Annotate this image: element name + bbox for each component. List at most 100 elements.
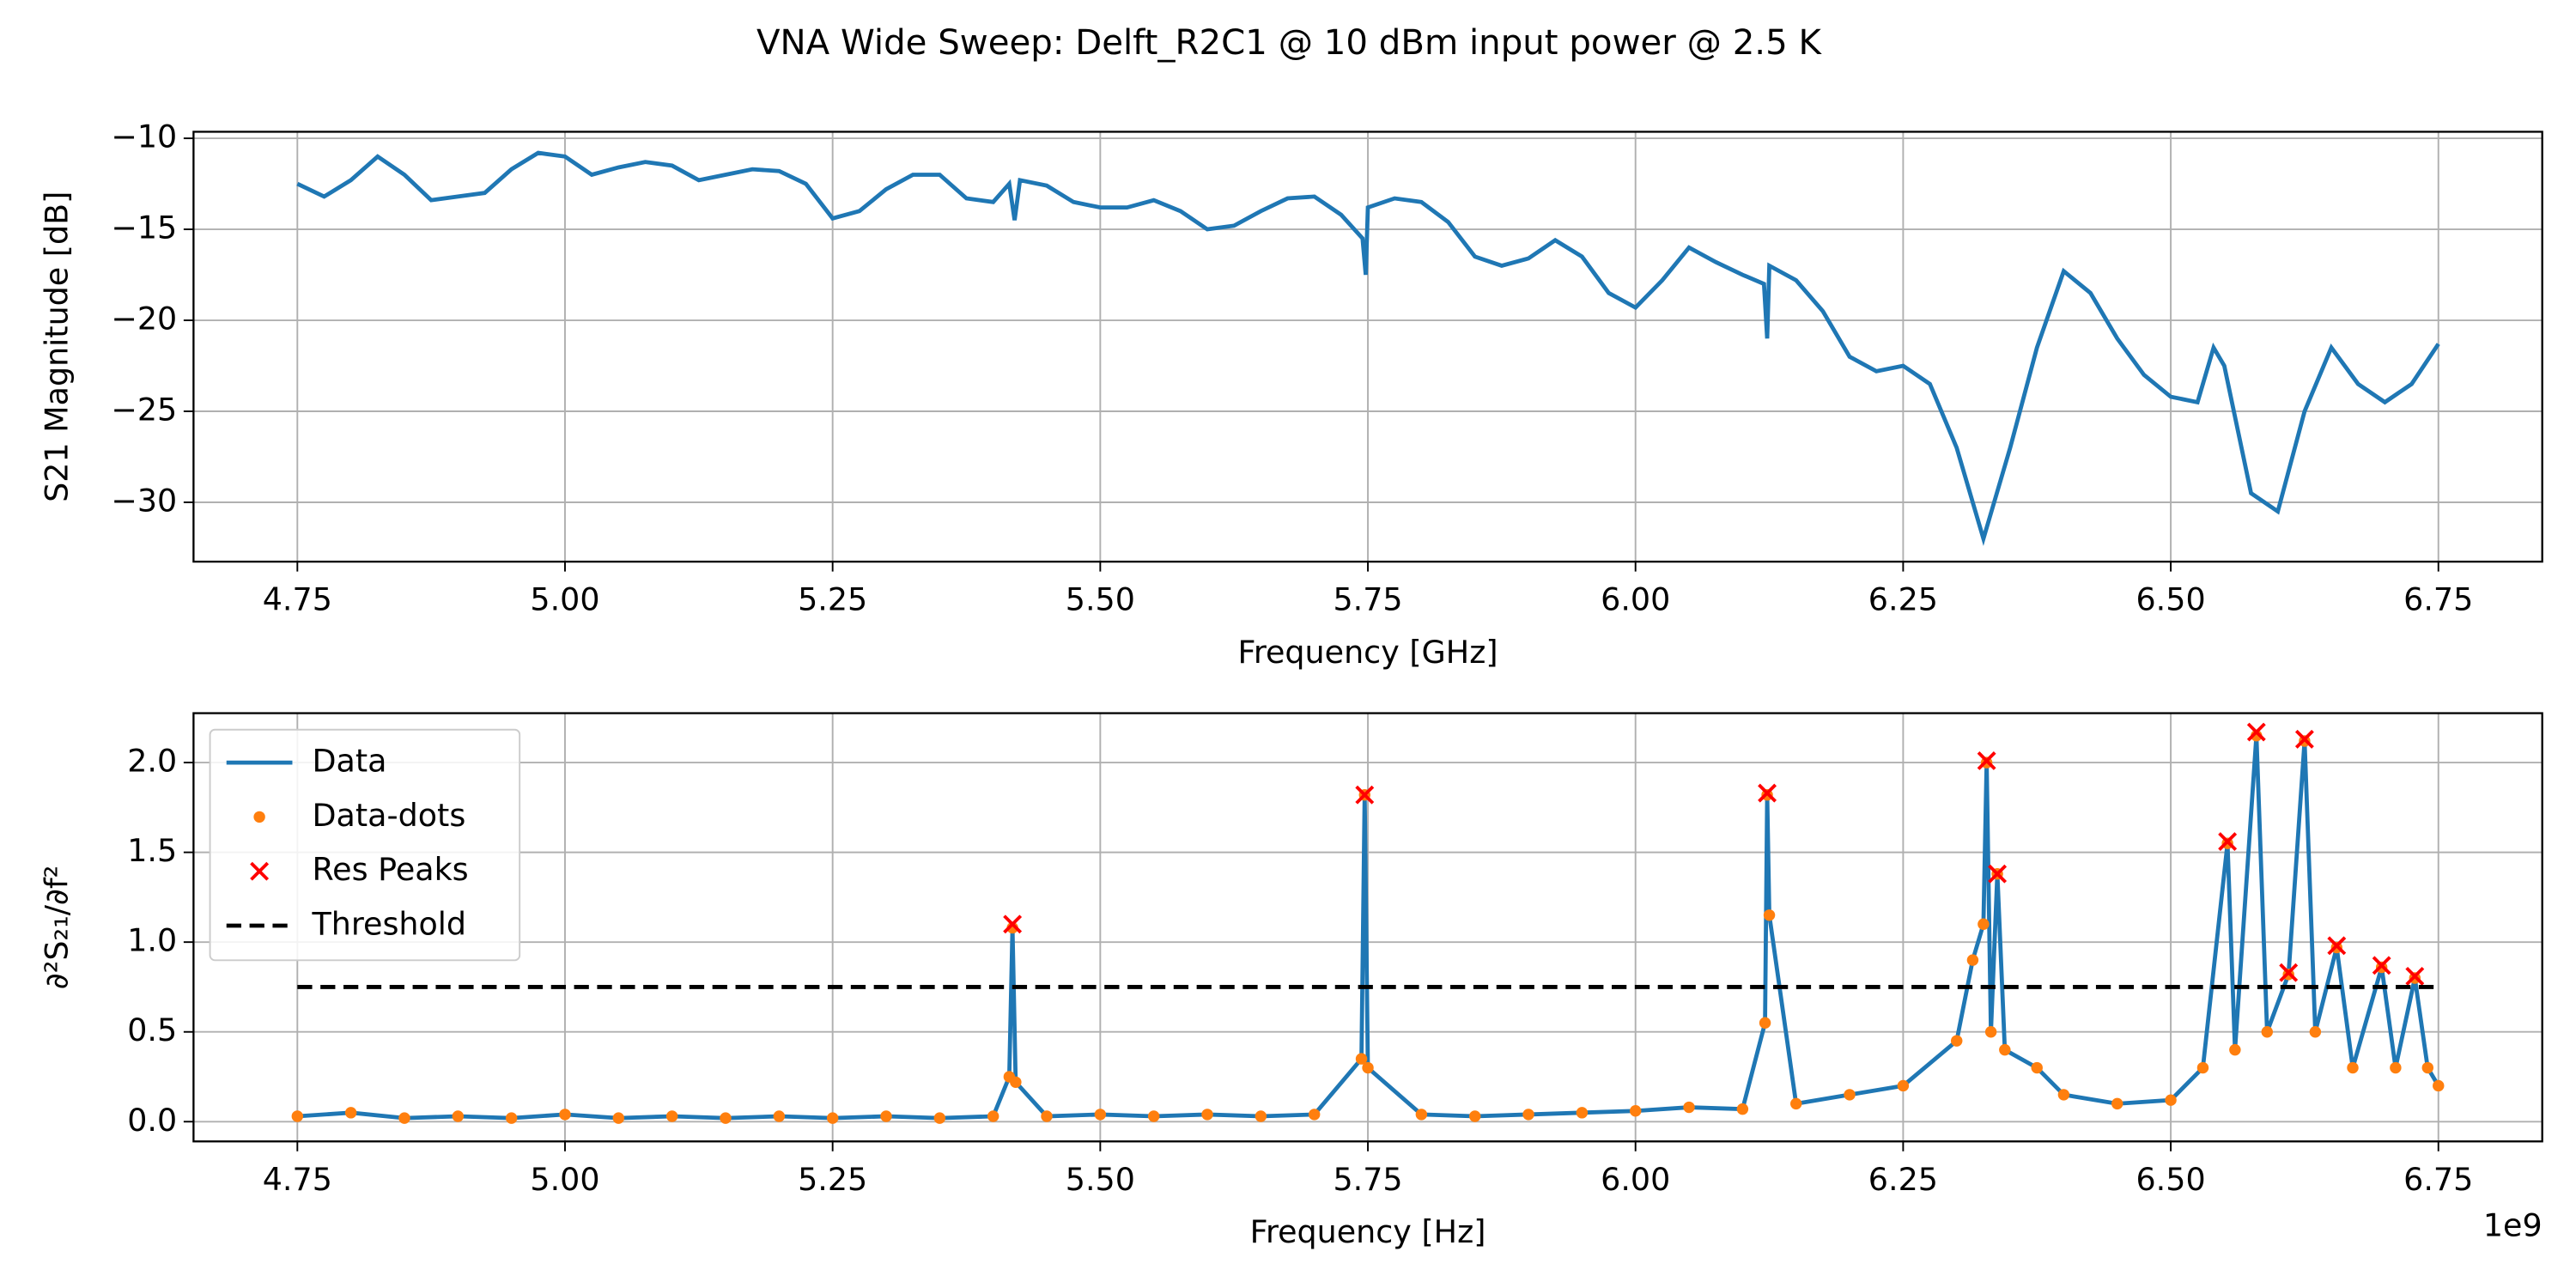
y-tick-label: −15 [111,210,177,246]
data-dot [2057,1089,2070,1101]
plot-area [296,150,2440,546]
plot-frame [192,131,2543,563]
data-dot [1255,1110,1267,1122]
y-tick-label: −30 [111,482,177,519]
x-tick-label: 5.50 [1066,1161,1135,1198]
data-dot [720,1112,732,1124]
legend-label: Threshold [311,906,466,943]
data-dot [1683,1101,1695,1114]
x-tick-label: 6.00 [1601,1161,1670,1198]
peak-marker [1988,864,2008,884]
data-dot [987,1110,999,1122]
peak-marker [2405,966,2425,986]
data-dot [452,1110,465,1122]
data-dot [1966,954,1979,966]
data-dot [1415,1109,1428,1121]
data-dot [1844,1089,1856,1101]
legend-box [209,728,521,962]
x-tick-label: 5.00 [530,1161,599,1198]
x-tick-label: 6.75 [2403,1161,2473,1198]
data-dot [559,1109,571,1121]
data-dot [2309,1026,2322,1038]
x-tick-label: 6.50 [2136,581,2205,618]
y-axis-label: ∂²S₂₁/∂f² [39,866,76,989]
peak-marker [2246,722,2266,742]
data-dot [2196,1061,2209,1074]
data-dot [1355,1053,1368,1065]
x-tick-label: 6.75 [2403,581,2473,618]
y-axis-label: S21 Magnitude [dB] [39,191,76,502]
x-tick-label: 6.25 [1868,1161,1938,1198]
data-dot [1759,1017,1771,1029]
peak-marker [1977,751,1996,770]
x-tick-label: 5.75 [1333,1161,1402,1198]
data-dot [933,1112,946,1124]
data-dot [1576,1107,1589,1119]
data-dot [291,1110,304,1122]
x-tick-label: 5.50 [1066,581,1135,618]
y-tick-label: 1.0 [127,922,177,959]
x-tick-label: 4.75 [263,581,332,618]
data-dot [665,1110,678,1122]
data-dot [1629,1105,1642,1117]
data-dot [2433,1079,2445,1092]
legend-label: Data-dots [312,797,465,834]
peak-marker [1758,783,1777,803]
data-dot [2165,1094,2177,1106]
legend-label: Res Peaks [312,851,468,888]
data-dot [2031,1061,2043,1074]
peak-marker [2218,832,2238,852]
plot-area [291,722,2445,1124]
peak-marker [1003,914,1023,934]
data-dot [1362,1061,1374,1074]
data-dot [1147,1110,1160,1122]
peak-marker [2294,729,2314,749]
data-dot [1201,1109,1213,1121]
y-tick-label: −20 [111,301,177,337]
data-dot [1763,909,1776,921]
figure-title: VNA Wide Sweep: Delft_R2C1 @ 10 dBm inpu… [756,23,1823,63]
data-dot [2390,1061,2402,1074]
data-dot [2421,1061,2433,1074]
plot-frame [192,712,2543,1143]
data-dot [505,1112,518,1124]
x-tick-label: 5.25 [798,1161,867,1198]
legend-label: Data [312,743,386,780]
data-dot [1468,1110,1481,1122]
x-tick-label: 6.00 [1601,581,1670,618]
y-tick-label: −25 [111,392,177,428]
data-dot [1984,1026,1997,1038]
data-dot [612,1112,625,1124]
peak-marker [2372,956,2391,975]
data-dot [398,1112,410,1124]
x-tick-label: 6.50 [2136,1161,2205,1198]
data-dot [1978,918,1990,930]
x-offset-label: 1e9 [2483,1207,2543,1244]
data-dot [1308,1109,1321,1121]
data-dot [1010,1076,1022,1088]
y-tick-label: 0.5 [127,1012,177,1048]
data-dot [2111,1097,2123,1110]
data-dot [2229,1043,2241,1056]
y-tick-label: 1.5 [127,832,177,869]
y-tick-label: 2.0 [127,743,177,780]
data-dot [2261,1026,2273,1038]
x-tick-label: 4.75 [263,1161,332,1198]
legend-x [250,861,270,881]
peak-marker [2327,936,2347,956]
data-dot [1522,1109,1534,1121]
peak-marker [1355,785,1375,805]
x-tick-label: 5.75 [1333,581,1402,618]
y-tick-label: −10 [111,118,177,155]
data-dot [773,1110,786,1122]
peak-marker [2279,963,2299,982]
x-tick-label: 5.00 [530,581,599,618]
data-dot [2347,1061,2359,1074]
data-dot [1041,1110,1053,1122]
legend-dot [253,811,265,823]
data-dot [826,1112,839,1124]
series-line [296,150,2440,546]
x-axis-label: Frequency [Hz] [1250,1213,1486,1250]
